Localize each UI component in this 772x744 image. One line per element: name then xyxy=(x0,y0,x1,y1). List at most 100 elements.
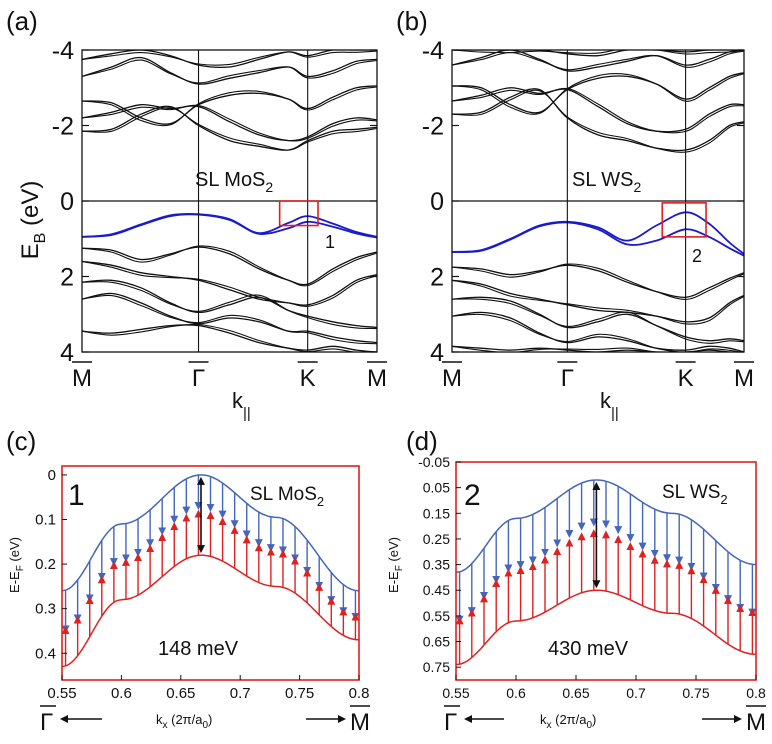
panel-c-lower-curve xyxy=(62,554,359,668)
panel-b-band-4 xyxy=(452,345,744,352)
panel-d-ytick-4: 0.35 xyxy=(423,557,450,573)
panel-a-band-split-9 xyxy=(82,50,377,66)
panel-d-xtick-0: 0.55 xyxy=(442,685,469,701)
panel-d-splitting-label: 430 meV xyxy=(548,638,629,660)
panel-a-band-split-8 xyxy=(82,59,377,84)
panel-c-ylabel: E-EF (eV) xyxy=(7,537,26,593)
panel-a-box-label: 1 xyxy=(325,232,335,252)
panel-a-valence-lower xyxy=(82,213,377,239)
panel-d-xlabel: kx (2π/a0) xyxy=(540,712,596,731)
panel-d-ytick-1: 0.05 xyxy=(423,480,450,496)
panel-b-axes: M Γ K M -4 -2 0 2 4 xyxy=(422,37,754,392)
panel-d-label: (d) xyxy=(406,426,438,456)
panel-c-gamma-direction: Γ xyxy=(40,709,53,736)
panel-d-ytick-5: 0.45 xyxy=(423,582,450,598)
panel-b-band-split-2 xyxy=(452,298,744,344)
panel-b-band-1 xyxy=(452,279,744,323)
panel-d-title: SL WS2 xyxy=(662,482,728,507)
panel-a-band-0 xyxy=(82,246,377,286)
panel-b-band-split-6 xyxy=(452,87,744,134)
panel-a-band-split-1 xyxy=(82,260,377,307)
panel-a-xtick-2: K xyxy=(300,365,316,392)
panel-b-title: SL WS2 xyxy=(572,169,642,195)
panel-d-xtick-5: 0.8 xyxy=(746,685,766,701)
panel-c-xtick-5: 0.8 xyxy=(349,685,370,702)
panel-d-ytick-8: 0.75 xyxy=(423,659,450,675)
panel-d-gamma-direction: Γ xyxy=(444,709,457,736)
panel-a-ytick-4: 4 xyxy=(60,339,74,367)
panel-c-xtick-4: 0.75 xyxy=(285,685,314,702)
panel-a-band-split-7 xyxy=(82,86,377,127)
panel-d-zoom: (d) 0.55 0.6 0.65 0.7 0.75 0.8 -0.05 0.05 0.15 0.… xyxy=(386,426,766,736)
panel-b-band-5 xyxy=(452,88,744,152)
panel-b-band-0 xyxy=(452,264,744,298)
panel-d-ytick-2: 0.15 xyxy=(423,505,450,521)
panel-c-m-direction: M xyxy=(350,709,370,736)
panel-d-ytick-7: 0.65 xyxy=(423,634,450,650)
panel-c-right-arrow-head xyxy=(338,715,346,723)
panel-c-xtick-3: 0.7 xyxy=(230,685,251,702)
panel-c-title: SL MoS2 xyxy=(250,484,324,509)
panel-d-xtick-4: 0.75 xyxy=(682,685,709,701)
panel-a-axes: M Γ K M -4 -2 0 2 4 xyxy=(52,37,387,392)
panel-b-xlabel: k|| xyxy=(600,388,619,422)
panel-a-band-4 xyxy=(82,324,377,352)
panel-b-box-label: 2 xyxy=(692,246,702,266)
panel-b-xtick-3: M xyxy=(734,365,754,392)
panel-d-ytick-3: 0.25 xyxy=(423,531,450,547)
panel-a-highlight-box xyxy=(278,200,319,227)
panel-b-band-split-3 xyxy=(452,313,742,352)
panel-c-ytick-1: 0.1 xyxy=(35,512,56,529)
panel-b-ytick-1: -2 xyxy=(422,113,444,141)
panel-d-left-arrow-head xyxy=(464,715,472,723)
panel-d-xtick-1: 0.6 xyxy=(506,685,526,701)
panel-b-band-split-4 xyxy=(452,345,662,352)
panel-c-xtick-2: 0.65 xyxy=(166,685,195,702)
panel-a-band-7 xyxy=(82,85,377,125)
panel-c-left-arrow-head xyxy=(60,715,68,723)
panel-b-band-split-7 xyxy=(452,73,744,115)
panel-c-zoom: (c) 0.55 0.6 0.65 0.7 0.75 0.8 0 0.1 0.2 0.3 0.4 1… xyxy=(6,426,370,736)
panel-a-band-1 xyxy=(82,260,377,306)
panel-c-series xyxy=(62,474,359,668)
panel-a-ylabel: EB (eV) xyxy=(17,181,49,260)
panel-b-label: (b) xyxy=(396,6,428,36)
panel-a-band-6 xyxy=(82,104,377,142)
panel-b-band-split-0 xyxy=(452,263,744,300)
panel-d-xtick-3: 0.7 xyxy=(626,685,646,701)
panel-b-band-split-1 xyxy=(452,279,744,325)
panel-a-band-split-6 xyxy=(82,104,377,142)
panel-b-band-structure: (b) M Γ K M -4 -2 0 2 4 SL WS2 2 k|| xyxy=(396,6,754,422)
panel-a-band-structure: (a) M Γ K M -4 -2 0 2 4 SL MoS2 1 EB (eV) k|| xyxy=(6,6,387,422)
panel-b-xtick-2: K xyxy=(678,365,694,392)
panel-b-xtick-0: M xyxy=(442,365,462,392)
panel-d-ytick-0: -0.05 xyxy=(418,454,450,470)
panel-b-ytick-3: 2 xyxy=(430,264,444,292)
panel-b-ytick-2: 0 xyxy=(430,188,444,216)
panel-b-band-3 xyxy=(452,311,744,352)
panel-c-ytick-3: 0.3 xyxy=(35,601,56,618)
panel-b-band-7 xyxy=(452,72,744,114)
panel-b-bands xyxy=(452,50,744,352)
panel-a-xlabel: k|| xyxy=(232,388,251,422)
panel-b-valence-lower xyxy=(452,221,744,257)
panel-b-ytick-0: -4 xyxy=(422,37,444,65)
panel-c-ytick-4: 0.4 xyxy=(35,645,56,662)
panel-a-title: SL MoS2 xyxy=(195,169,273,195)
panel-c-inset-number: 1 xyxy=(68,479,85,512)
panel-b-band-lines xyxy=(452,50,744,352)
panel-c-frame xyxy=(61,465,360,681)
panel-d-series xyxy=(456,479,756,666)
panel-d-ytick-6: 0.55 xyxy=(423,608,450,624)
panel-c-ytick-0: 0 xyxy=(48,467,56,484)
panel-d-right-arrow-head xyxy=(734,715,742,723)
panel-a-label: (a) xyxy=(6,6,38,36)
panel-c-xlabel: kx (2π/a0) xyxy=(156,712,212,731)
panel-a-xtick-3: M xyxy=(367,365,387,392)
panel-d-ylabel: E-EF (eV) xyxy=(386,537,405,593)
panel-a-ytick-1: -2 xyxy=(52,113,74,141)
panel-d-frame xyxy=(455,461,757,681)
panel-a-band-split-0 xyxy=(82,245,377,287)
panel-c-splitting-label: 148 meV xyxy=(158,638,239,660)
